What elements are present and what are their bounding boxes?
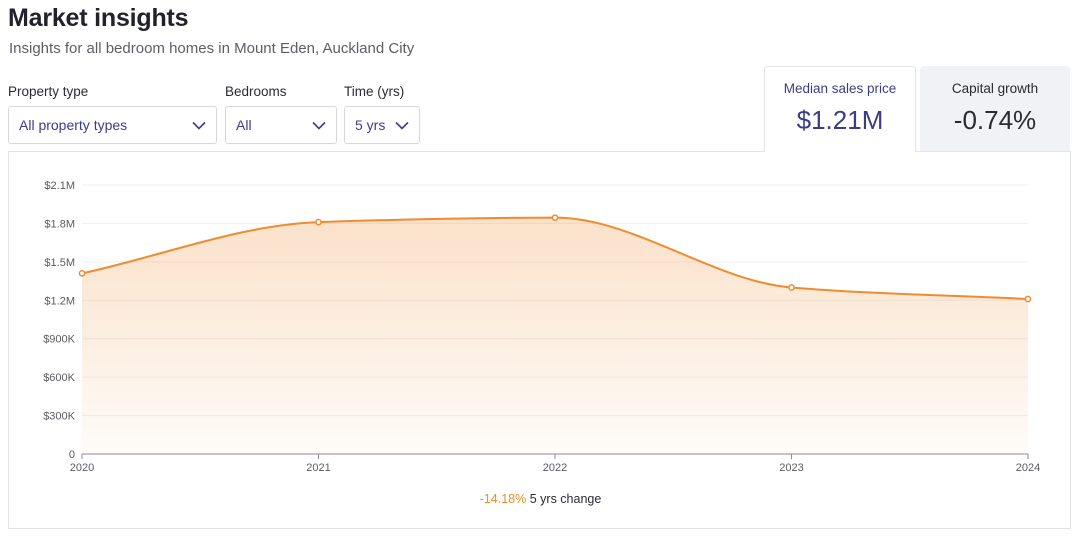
x-tick-label: 2020 <box>70 462 94 474</box>
x-tick-label: 2021 <box>306 462 330 474</box>
chart-panel: 0 $300K $600K $900K $1.2M $1.5M $1.8M $2.1M 2020… <box>8 151 1071 529</box>
time-select[interactable]: 5 yrs <box>344 106 420 144</box>
bedrooms-select[interactable]: All <box>225 106 337 144</box>
property-type-filter: Property type All property types <box>8 84 217 144</box>
x-tick-label: 2022 <box>543 462 567 474</box>
time-filter: Time (yrs) 5 yrs <box>344 84 420 144</box>
time-label: Time (yrs) <box>344 84 405 99</box>
y-tick-label: $900K <box>43 334 75 346</box>
bedrooms-label: Bedrooms <box>225 84 287 99</box>
data-point <box>788 284 795 291</box>
y-tick-label: $300K <box>43 411 75 423</box>
median-price-label: Median sales price <box>783 81 897 96</box>
y-tick-label: $600K <box>43 372 75 384</box>
data-point <box>315 218 322 226</box>
time-value: 5 yrs <box>355 117 386 133</box>
data-point <box>78 270 86 277</box>
page-title: Market insights <box>8 4 189 32</box>
tab-capital-growth[interactable]: Capital growth -0.74% <box>920 66 1070 152</box>
chevron-down-icon <box>312 118 326 132</box>
change-summary: -14.18% 5 yrs change <box>9 492 1072 506</box>
data-point <box>551 214 559 222</box>
y-tick-label: $2.1M <box>44 180 75 192</box>
change-percent: -14.18% <box>479 492 527 506</box>
chevron-down-icon <box>395 118 409 132</box>
bedrooms-value: All <box>236 117 252 133</box>
y-tick-label: $1.8M <box>44 218 75 230</box>
change-label: 5 yrs change <box>529 492 602 506</box>
x-tick-label: 2024 <box>1016 462 1040 474</box>
y-tick-label: 0 <box>69 449 75 461</box>
bedrooms-filter: Bedrooms All <box>225 84 337 144</box>
capital-growth-value: -0.74% <box>953 105 1037 135</box>
capital-growth-label: Capital growth <box>951 81 1039 96</box>
chevron-down-icon <box>192 118 206 132</box>
property-type-select[interactable]: All property types <box>8 106 217 144</box>
x-tick-label: 2023 <box>779 462 803 474</box>
tab-median-sales-price[interactable]: Median sales price $1.21M <box>764 66 916 152</box>
property-type-value: All property types <box>19 117 128 133</box>
page-subtitle: Insights for all bedroom homes in Mount … <box>9 40 415 57</box>
property-type-label: Property type <box>8 84 89 99</box>
median-price-value: $1.21M <box>796 105 884 135</box>
y-tick-label: $1.2M <box>44 295 75 307</box>
y-tick-label: $1.5M <box>44 257 75 269</box>
price-chart: 0 $300K $600K $900K $1.2M $1.5M $1.8M $2.1M 2020… <box>43 180 1040 474</box>
data-point <box>1024 295 1032 303</box>
area-fill <box>82 217 1028 454</box>
